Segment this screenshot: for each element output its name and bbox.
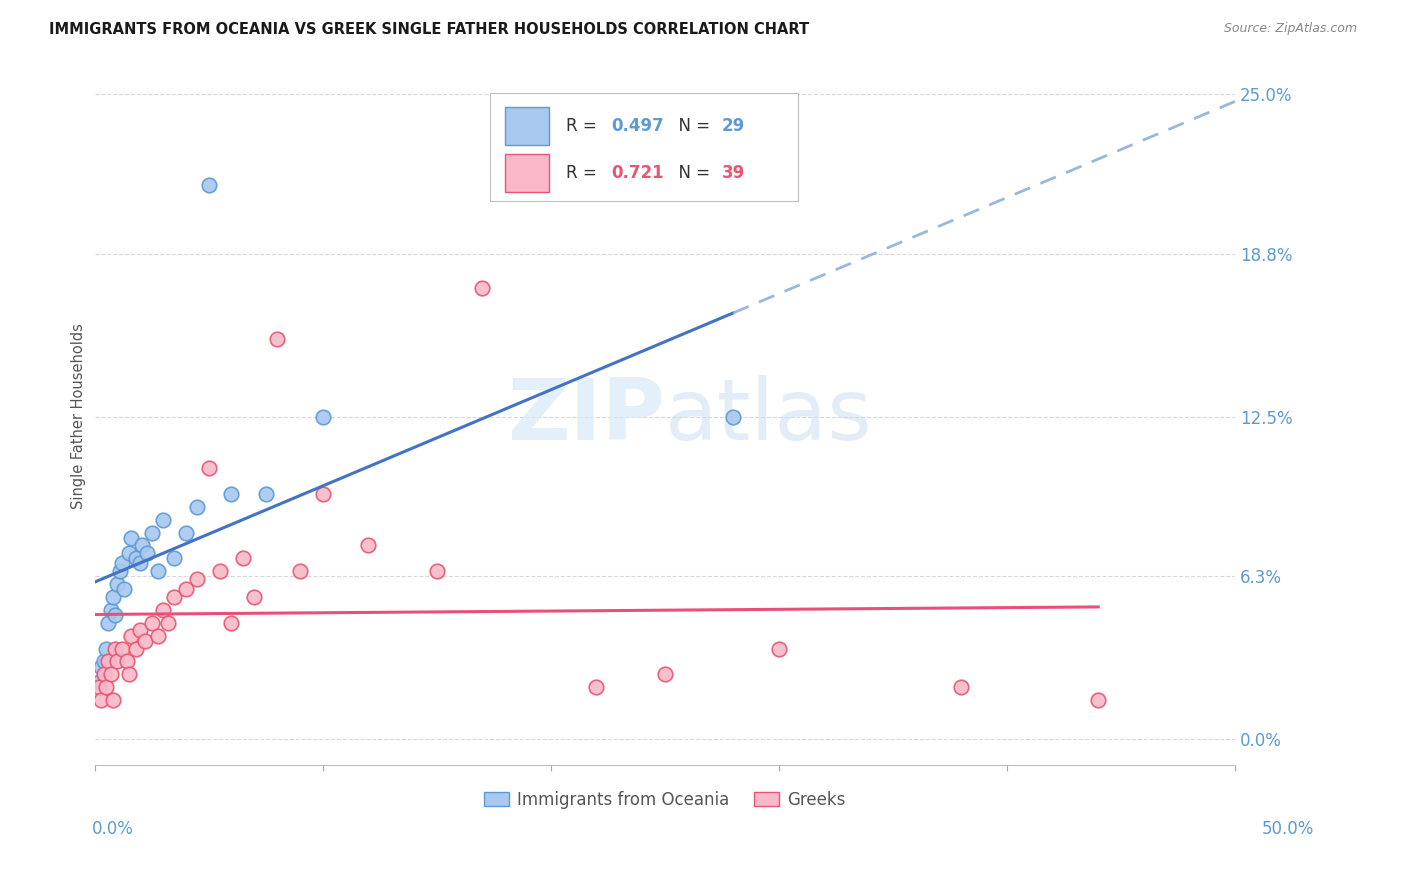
Point (266, 332, 288, 346)
Point (197, 461, 219, 475)
Text: IMMIGRANTS FROM OCEANIA VS GREEK SINGLE FATHER HOUSEHOLDS CORRELATION CHART: IMMIGRANTS FROM OCEANIA VS GREEK SINGLE … (49, 22, 810, 37)
Text: 50.0%: 50.0% (1263, 820, 1315, 838)
Text: N =: N = (668, 164, 716, 182)
Point (112, 582, 135, 597)
Point (152, 603, 174, 617)
Point (101, 693, 124, 707)
Text: 0.0%: 0.0% (91, 820, 134, 838)
Point (243, 590, 266, 604)
Point (197, 178, 219, 192)
Text: Source: ZipAtlas.com: Source: ZipAtlas.com (1223, 22, 1357, 36)
Point (94, 641, 117, 656)
Point (141, 525, 163, 540)
Point (131, 538, 153, 552)
Point (111, 641, 134, 656)
Point (90, 659, 112, 673)
Point (148, 629, 170, 643)
Point (105, 654, 128, 668)
Text: 39: 39 (721, 164, 745, 182)
Point (174, 582, 197, 597)
Point (221, 487, 243, 501)
Text: R =: R = (565, 164, 602, 182)
Point (104, 641, 127, 656)
Point (768, 641, 790, 656)
Point (426, 564, 449, 578)
Text: ZIP: ZIP (508, 375, 665, 458)
Point (93, 654, 115, 668)
Text: 0.497: 0.497 (612, 117, 664, 136)
Point (120, 629, 142, 643)
Point (129, 557, 152, 571)
Point (134, 633, 156, 648)
Point (312, 487, 335, 501)
Point (105, 577, 128, 591)
Point (163, 551, 186, 566)
Point (232, 551, 254, 566)
Text: N =: N = (668, 117, 716, 136)
Point (89, 675, 111, 690)
Point (124, 641, 146, 656)
Point (585, 680, 607, 694)
Point (152, 513, 174, 527)
Point (312, 409, 335, 424)
Point (208, 564, 231, 578)
Text: atlas: atlas (665, 375, 873, 458)
Point (93, 667, 115, 681)
Point (254, 487, 277, 501)
Point (654, 667, 676, 681)
Text: R =: R = (565, 117, 602, 136)
Point (950, 680, 973, 694)
Point (101, 590, 124, 604)
Point (89, 680, 111, 694)
Point (163, 590, 186, 604)
Point (723, 409, 745, 424)
Point (136, 546, 159, 560)
FancyBboxPatch shape (505, 153, 548, 192)
Point (120, 531, 142, 545)
Point (221, 615, 243, 630)
Point (288, 564, 311, 578)
Y-axis label: Single Father Households: Single Father Households (72, 324, 86, 509)
Point (115, 654, 138, 668)
Point (148, 564, 170, 578)
FancyBboxPatch shape (491, 93, 799, 201)
Point (156, 615, 179, 630)
Text: 0.721: 0.721 (612, 164, 664, 182)
Point (118, 667, 141, 681)
Point (141, 615, 163, 630)
Point (100, 603, 122, 617)
Point (97, 654, 120, 668)
Point (111, 557, 134, 571)
FancyBboxPatch shape (505, 107, 548, 145)
Point (124, 551, 146, 566)
Point (129, 624, 152, 638)
Point (174, 525, 197, 540)
Point (357, 538, 380, 552)
Point (104, 607, 127, 622)
Point (97, 615, 120, 630)
Point (1087, 693, 1109, 707)
Point (90, 693, 112, 707)
Text: 29: 29 (721, 117, 745, 136)
Point (471, 280, 494, 294)
Point (186, 572, 208, 586)
Point (118, 546, 141, 560)
Legend: Immigrants from Oceania, Greeks: Immigrants from Oceania, Greeks (477, 784, 852, 815)
Point (108, 564, 131, 578)
Point (186, 500, 208, 514)
Point (100, 667, 122, 681)
Point (94, 680, 117, 694)
